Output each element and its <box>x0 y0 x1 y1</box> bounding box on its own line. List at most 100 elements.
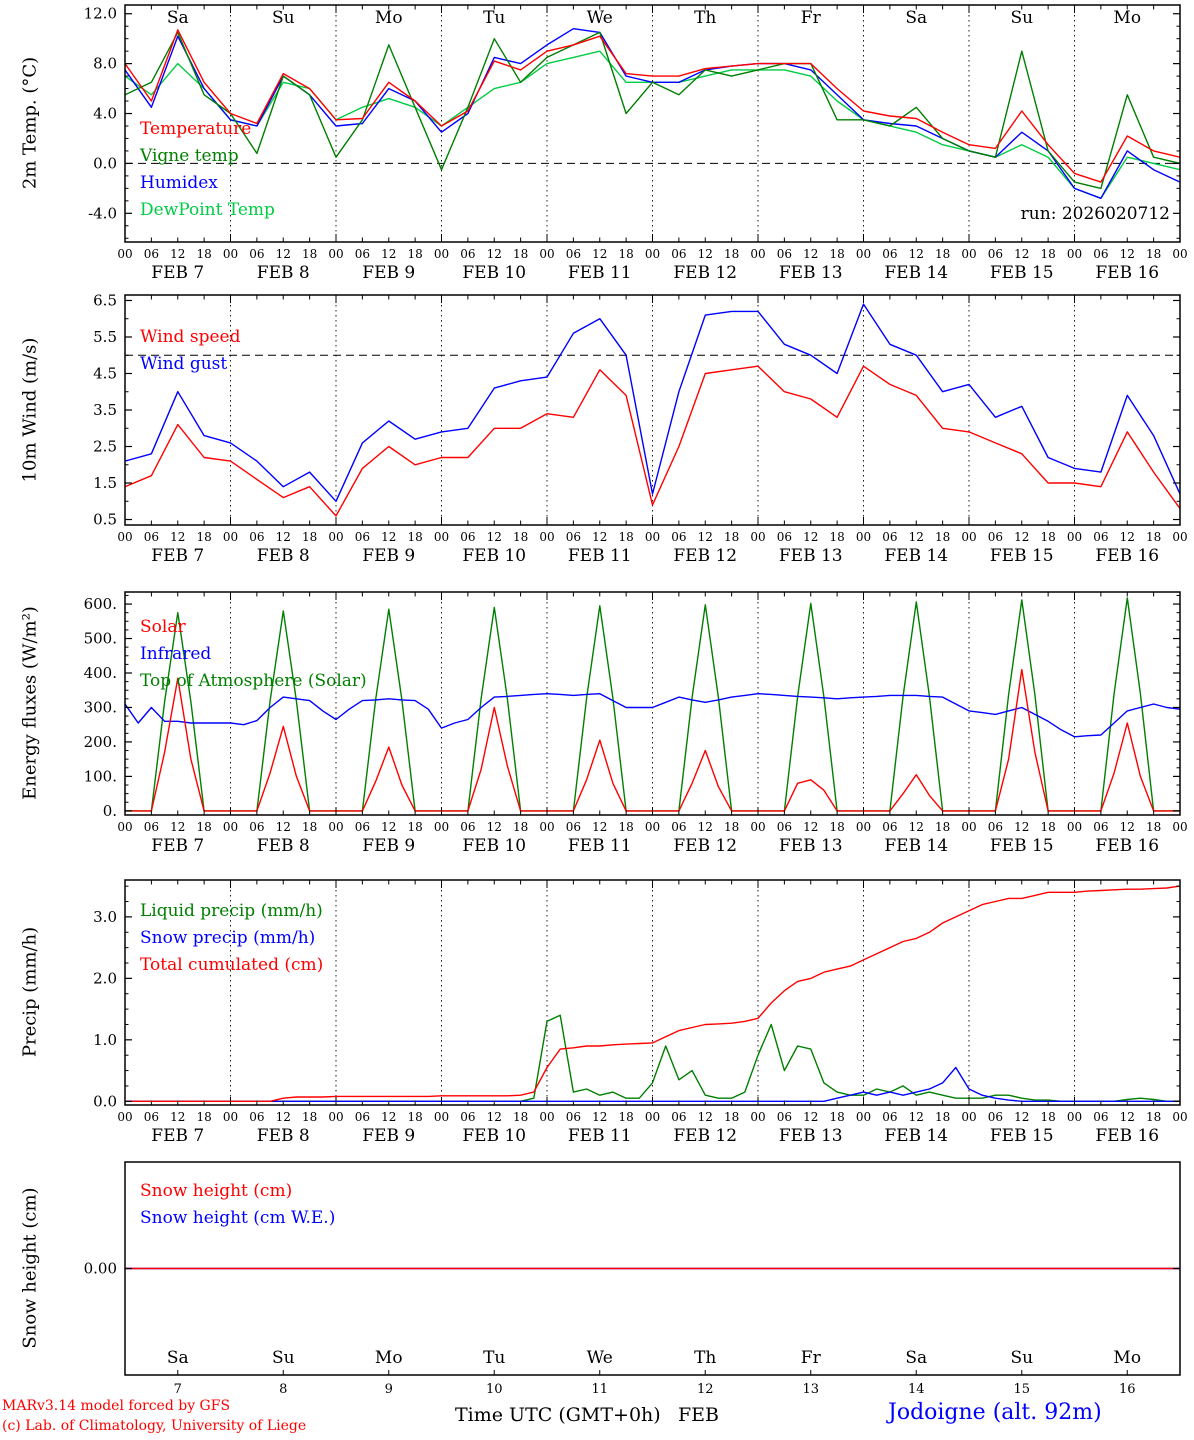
svg-text:12: 12 <box>697 1382 714 1397</box>
svg-text:12: 12 <box>1120 247 1135 261</box>
svg-text:FEB 15: FEB 15 <box>990 1126 1054 1146</box>
svg-text:11: 11 <box>591 1382 608 1397</box>
svg-text:12: 12 <box>381 530 396 544</box>
legend-item-cumulated: Total cumulated (cm) <box>140 955 324 975</box>
svg-text:06: 06 <box>671 530 686 544</box>
svg-text:18: 18 <box>1146 247 1161 261</box>
svg-text:00: 00 <box>434 1110 449 1124</box>
svg-text:Th: Th <box>694 1348 716 1368</box>
svg-text:06: 06 <box>249 1110 264 1124</box>
svg-text:06: 06 <box>144 247 159 261</box>
svg-text:Sa: Sa <box>905 8 927 28</box>
svg-text:Su: Su <box>272 8 295 28</box>
legend-item-temperature: Temperature <box>140 119 252 139</box>
legend-temperature-panel: Temperature Vigne temp Humidex DewPoint … <box>140 116 275 224</box>
svg-text:12: 12 <box>592 820 607 834</box>
svg-text:06: 06 <box>988 820 1003 834</box>
svg-text:2.5: 2.5 <box>93 438 117 456</box>
svg-text:Sa: Sa <box>167 8 189 28</box>
svg-text:00: 00 <box>750 820 765 834</box>
svg-text:FEB 15: FEB 15 <box>990 836 1054 856</box>
svg-text:18: 18 <box>407 1110 422 1124</box>
y-axis-label-temperature: 2m Temp. (°C) <box>19 56 41 190</box>
svg-text:12.0: 12.0 <box>84 5 117 23</box>
svg-text:FEB 13: FEB 13 <box>779 263 843 283</box>
svg-text:FEB 10: FEB 10 <box>462 546 526 566</box>
svg-text:4.0: 4.0 <box>93 105 117 123</box>
svg-text:FEB 10: FEB 10 <box>462 263 526 283</box>
svg-text:00: 00 <box>645 247 660 261</box>
svg-text:00: 00 <box>539 820 554 834</box>
svg-text:FEB 13: FEB 13 <box>779 546 843 566</box>
svg-text:06: 06 <box>460 820 475 834</box>
svg-text:06: 06 <box>1093 820 1108 834</box>
y-axis-label-precip: Precip (mm/h) <box>19 926 41 1058</box>
svg-text:00: 00 <box>645 1110 660 1124</box>
svg-text:18: 18 <box>829 1110 844 1124</box>
svg-text:12: 12 <box>1014 1110 1029 1124</box>
svg-text:FEB 11: FEB 11 <box>568 1126 632 1146</box>
svg-text:18: 18 <box>935 530 950 544</box>
svg-text:06: 06 <box>671 247 686 261</box>
svg-text:Sa: Sa <box>905 1348 927 1368</box>
legend-wind-panel: Wind speed Wind gust <box>140 324 240 378</box>
svg-text:500.: 500. <box>84 630 117 648</box>
y-axis-label-snow: Snow height (cm) <box>19 1187 41 1349</box>
svg-text:00: 00 <box>223 530 238 544</box>
svg-text:18: 18 <box>407 530 422 544</box>
svg-text:FEB 12: FEB 12 <box>673 836 737 856</box>
svg-text:12: 12 <box>803 820 818 834</box>
svg-text:18: 18 <box>513 820 528 834</box>
svg-text:12: 12 <box>276 1110 291 1124</box>
svg-text:12: 12 <box>1120 530 1135 544</box>
svg-text:12: 12 <box>803 1110 818 1124</box>
svg-text:0.0: 0.0 <box>93 1092 117 1110</box>
svg-text:8.0: 8.0 <box>93 55 117 73</box>
svg-text:FEB 14: FEB 14 <box>884 1126 948 1146</box>
svg-text:FEB 16: FEB 16 <box>1095 1126 1159 1146</box>
series-line <box>125 29 1180 183</box>
svg-text:12: 12 <box>487 530 502 544</box>
svg-text:12: 12 <box>276 530 291 544</box>
svg-text:FEB 9: FEB 9 <box>362 1126 415 1146</box>
svg-text:5.5: 5.5 <box>93 328 117 346</box>
svg-text:00: 00 <box>856 820 871 834</box>
svg-text:06: 06 <box>460 1110 475 1124</box>
panel-3: 3.02.01.00.000 06 12 18 00 06 12 18 00 06 12 18 00 06… <box>93 879 1188 1146</box>
svg-text:06: 06 <box>777 247 792 261</box>
svg-text:Th: Th <box>694 8 716 28</box>
svg-text:06: 06 <box>1093 1110 1108 1124</box>
footer-model-credit: MARv3.14 model forced by GFS <box>2 1398 231 1414</box>
legend-item-snow-height: Snow height (cm) <box>140 1181 293 1201</box>
svg-text:00: 00 <box>961 530 976 544</box>
x-axis-month-label: FEB <box>678 1404 720 1426</box>
svg-text:0.: 0. <box>103 802 117 820</box>
svg-text:18: 18 <box>1146 820 1161 834</box>
svg-text:00: 00 <box>1067 247 1082 261</box>
svg-text:12: 12 <box>170 1110 185 1124</box>
svg-text:18: 18 <box>302 247 317 261</box>
svg-text:FEB 12: FEB 12 <box>673 263 737 283</box>
svg-text:00: 00 <box>750 1110 765 1124</box>
panel-2: 600.500.400.300.200.100.0.00 06 12 18 00 06 12… <box>84 591 1188 856</box>
svg-text:00: 00 <box>961 1110 976 1124</box>
svg-text:00: 00 <box>328 247 343 261</box>
svg-text:FEB 14: FEB 14 <box>884 263 948 283</box>
svg-text:12: 12 <box>276 820 291 834</box>
svg-text:FEB 15: FEB 15 <box>990 263 1054 283</box>
svg-text:10: 10 <box>486 1382 503 1397</box>
svg-text:12: 12 <box>698 247 713 261</box>
svg-text:FEB 11: FEB 11 <box>568 836 632 856</box>
svg-text:18: 18 <box>513 530 528 544</box>
svg-text:FEB 7: FEB 7 <box>151 546 204 566</box>
svg-text:FEB 11: FEB 11 <box>568 263 632 283</box>
svg-text:Mo: Mo <box>375 1348 403 1368</box>
svg-text:FEB 7: FEB 7 <box>151 1126 204 1146</box>
svg-text:06: 06 <box>777 530 792 544</box>
legend-item-snow-height-we: Snow height (cm W.E.) <box>140 1208 336 1228</box>
svg-text:4.5: 4.5 <box>93 364 117 382</box>
svg-text:00: 00 <box>539 247 554 261</box>
svg-text:00: 00 <box>856 247 871 261</box>
